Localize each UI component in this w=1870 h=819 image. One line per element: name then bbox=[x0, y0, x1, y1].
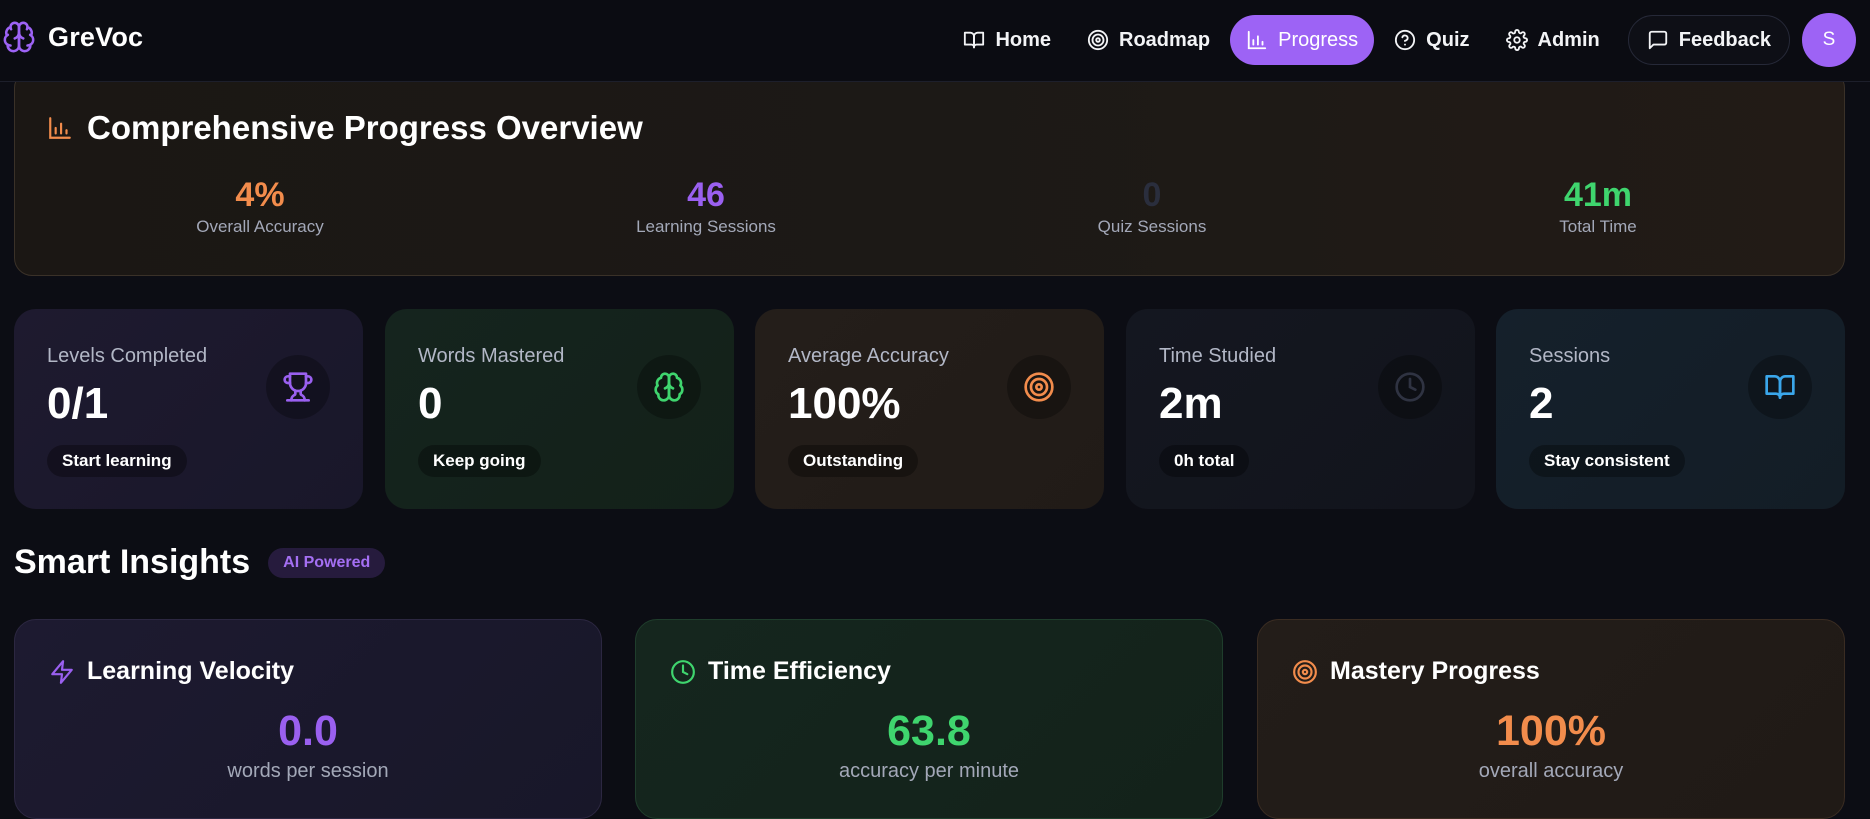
nav-admin[interactable]: Admin bbox=[1490, 15, 1616, 65]
progress-overview-card: Comprehensive Progress Overview 4% Overa… bbox=[14, 70, 1845, 276]
stat-card-average-accuracy: Average Accuracy 100% Outstanding bbox=[755, 309, 1104, 509]
brain-icon bbox=[2, 20, 36, 54]
insight-value: 100% bbox=[1496, 707, 1606, 755]
overview-stat-value: 46 bbox=[687, 176, 725, 214]
card-icon-wrap bbox=[637, 355, 701, 419]
smart-insights-heading: Smart Insights AI Powered bbox=[14, 543, 386, 582]
message-square-icon bbox=[1647, 29, 1669, 51]
clock-icon bbox=[670, 659, 696, 685]
top-navigation-bar: GreVoc Home Roadmap Progress Quiz bbox=[0, 0, 1870, 82]
overview-stat-label: Total Time bbox=[1559, 217, 1637, 237]
stat-card-sessions: Sessions 2 Stay consistent bbox=[1496, 309, 1845, 509]
nav-quiz-label: Quiz bbox=[1426, 28, 1470, 51]
book-open-icon bbox=[963, 29, 985, 51]
nav-progress-label: Progress bbox=[1278, 28, 1359, 51]
overview-stat-value: 0 bbox=[1142, 176, 1162, 214]
overview-stat-accuracy: 4% Overall Accuracy bbox=[100, 176, 420, 237]
insight-card-mastery-progress: Mastery Progress 100% overall accuracy bbox=[1257, 619, 1845, 819]
card-icon-wrap bbox=[1378, 355, 1442, 419]
insight-card-time-efficiency: Time Efficiency 63.8 accuracy per minute bbox=[635, 619, 1223, 819]
overview-stat-label: Learning Sessions bbox=[636, 217, 776, 237]
brand-name: GreVoc bbox=[48, 21, 144, 52]
card-badge: Stay consistent bbox=[1529, 445, 1685, 477]
card-label: Levels Completed bbox=[47, 345, 208, 367]
nav-home[interactable]: Home bbox=[947, 15, 1067, 65]
zap-icon bbox=[49, 659, 75, 685]
insight-subtitle: words per session bbox=[227, 760, 389, 782]
insight-value: 0.0 bbox=[278, 707, 338, 755]
insight-subtitle: accuracy per minute bbox=[838, 760, 1020, 782]
insight-title: Learning Velocity bbox=[87, 657, 295, 685]
nav-progress[interactable]: Progress bbox=[1230, 15, 1375, 65]
nav-roadmap-label: Roadmap bbox=[1119, 28, 1211, 51]
ai-powered-badge: AI Powered bbox=[268, 547, 386, 578]
target-icon bbox=[1087, 29, 1109, 51]
card-label: Sessions bbox=[1529, 345, 1611, 367]
card-badge: 0h total bbox=[1159, 445, 1250, 477]
overview-stat-label: Overall Accuracy bbox=[196, 217, 324, 237]
trophy-icon bbox=[282, 371, 314, 403]
stat-card-words-mastered: Words Mastered 0 Keep going bbox=[385, 309, 734, 509]
overview-heading: Comprehensive Progress Overview bbox=[47, 109, 643, 147]
nav-roadmap[interactable]: Roadmap bbox=[1071, 15, 1226, 65]
overview-stat-value: 41m bbox=[1563, 176, 1633, 214]
card-value: 100% bbox=[788, 379, 901, 428]
card-value: 0/1 bbox=[47, 379, 109, 428]
insight-heading: Learning Velocity bbox=[49, 657, 294, 686]
insight-value: 63.8 bbox=[887, 707, 971, 755]
card-icon-wrap bbox=[1007, 355, 1071, 419]
stat-card-levels: Levels Completed 0/1 Start learning bbox=[14, 309, 363, 509]
bar-chart-icon bbox=[1246, 29, 1268, 51]
card-label: Average Accuracy bbox=[788, 345, 949, 367]
card-badge: Start learning bbox=[47, 445, 187, 477]
nav-home-label: Home bbox=[995, 28, 1052, 51]
help-circle-icon bbox=[1394, 29, 1416, 51]
brand[interactable]: GreVoc bbox=[2, 20, 143, 54]
target-icon bbox=[1292, 659, 1318, 685]
feedback-button[interactable]: Feedback bbox=[1627, 15, 1790, 65]
insight-title: Mastery Progress bbox=[1330, 657, 1540, 685]
overview-stat-learning-sessions: 46 Learning Sessions bbox=[546, 176, 866, 237]
nav-admin-label: Admin bbox=[1537, 28, 1600, 51]
overview-title: Comprehensive Progress Overview bbox=[87, 109, 643, 146]
card-value: 2 bbox=[1529, 379, 1554, 428]
book-open-icon bbox=[1764, 371, 1796, 403]
card-label: Time Studied bbox=[1159, 345, 1277, 367]
nav-quiz[interactable]: Quiz bbox=[1378, 15, 1485, 65]
section-title: Smart Insights bbox=[14, 543, 251, 581]
bar-chart-icon bbox=[47, 115, 73, 141]
main-nav: Home Roadmap Progress Quiz Admin bbox=[943, 13, 1856, 67]
card-icon-wrap bbox=[1748, 355, 1812, 419]
feedback-label: Feedback bbox=[1678, 28, 1771, 51]
brain-icon bbox=[653, 371, 685, 403]
insight-heading: Mastery Progress bbox=[1292, 657, 1540, 686]
overview-stat-label: Quiz Sessions bbox=[1097, 217, 1207, 237]
card-badge: Keep going bbox=[418, 445, 541, 477]
clock-icon bbox=[1394, 371, 1426, 403]
card-value: 2m bbox=[1159, 379, 1223, 428]
insight-card-learning-velocity: Learning Velocity 0.0 words per session bbox=[14, 619, 602, 819]
target-icon bbox=[1023, 371, 1055, 403]
overview-stat-quiz-sessions: 0 Quiz Sessions bbox=[992, 176, 1312, 237]
overview-stat-total-time: 41m Total Time bbox=[1438, 176, 1758, 237]
card-label: Words Mastered bbox=[418, 345, 565, 367]
user-avatar[interactable]: S bbox=[1802, 13, 1856, 67]
insight-subtitle: overall accuracy bbox=[1478, 760, 1624, 782]
card-value: 0 bbox=[418, 379, 443, 428]
card-icon-wrap bbox=[266, 355, 330, 419]
card-badge: Outstanding bbox=[788, 445, 919, 477]
insight-title: Time Efficiency bbox=[708, 657, 891, 685]
gear-icon bbox=[1505, 29, 1528, 51]
overview-stat-value: 4% bbox=[235, 176, 285, 214]
stat-card-time-studied: Time Studied 2m 0h total bbox=[1126, 309, 1475, 509]
insight-heading: Time Efficiency bbox=[670, 657, 891, 686]
